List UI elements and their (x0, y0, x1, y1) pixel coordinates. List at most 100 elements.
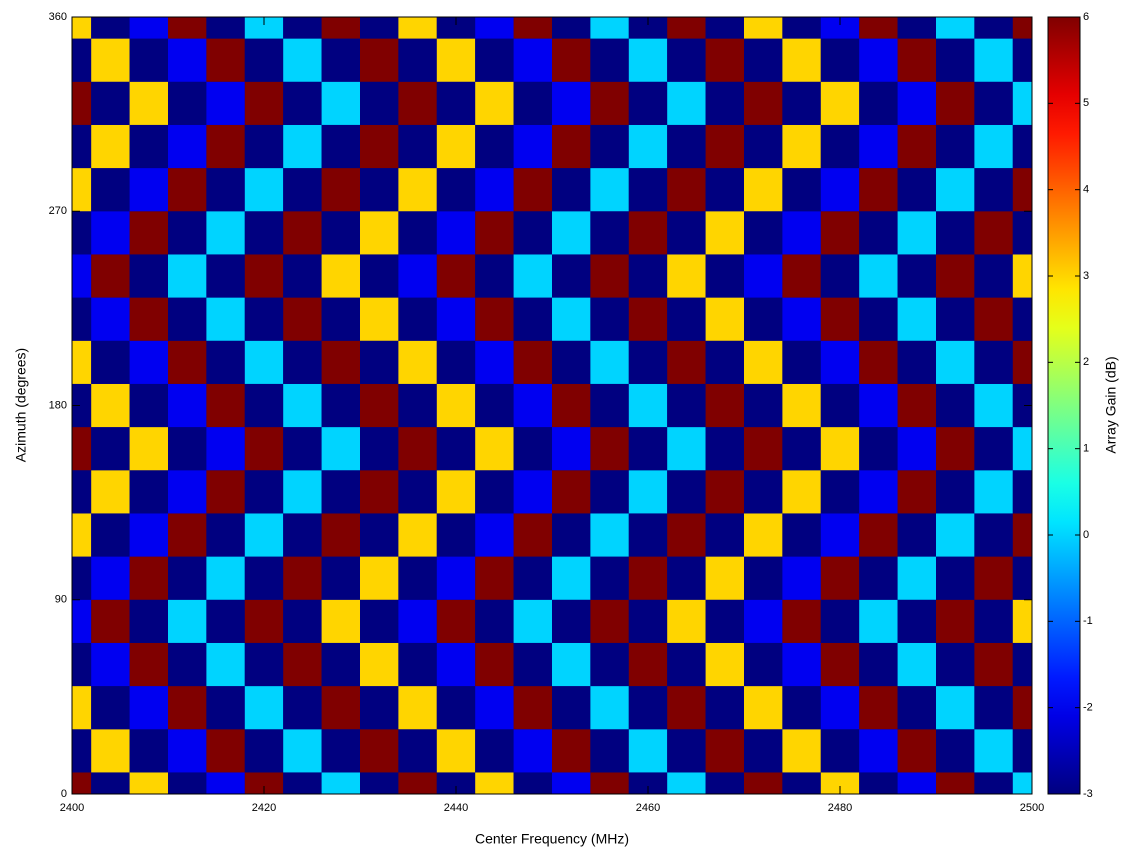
heat-cell (129, 124, 168, 169)
heat-cell (398, 81, 437, 125)
heat-cell (321, 297, 360, 341)
heat-cell (72, 427, 92, 471)
heat-cell (475, 686, 514, 730)
heat-cell (129, 211, 168, 255)
heat-cell (590, 81, 629, 125)
heat-cell (782, 340, 821, 384)
heat-cell (936, 383, 975, 428)
heat-cell (667, 81, 706, 125)
heat-cell (820, 38, 860, 82)
heat-cell (552, 17, 591, 39)
heat-cell (91, 686, 130, 730)
heat-cell (283, 513, 322, 557)
heat-cell (475, 427, 514, 471)
heat-cell (206, 427, 245, 471)
heat-cell (859, 729, 898, 773)
heat-cell (513, 81, 552, 125)
heat-cell (936, 254, 975, 298)
heat-cell (936, 38, 975, 82)
heat-cell (206, 729, 245, 773)
heat-cell (974, 642, 1013, 687)
heat-cell (168, 38, 207, 82)
heat-cell (782, 297, 821, 341)
heat-cell (667, 513, 706, 557)
heat-cell (244, 124, 284, 169)
heat-cell (782, 729, 821, 773)
heat-cell (168, 254, 207, 298)
heat-cell (705, 513, 744, 557)
heat-cell (667, 729, 706, 773)
heat-cell (1012, 383, 1032, 428)
heat-cell (705, 686, 744, 730)
heat-cell (936, 124, 975, 169)
heat-cell (398, 38, 437, 82)
heat-cell (321, 17, 360, 39)
heat-cell (129, 254, 168, 298)
y-tick-label: 90 (55, 594, 67, 606)
heat-cell (436, 470, 476, 514)
heat-cell (936, 427, 975, 471)
heat-cell (436, 38, 476, 82)
heat-cell (667, 470, 706, 514)
heat-cell (820, 513, 860, 557)
heat-cell (1012, 297, 1032, 341)
heat-cell (897, 599, 936, 643)
heat-cell (72, 81, 92, 125)
heat-cell (590, 642, 629, 687)
heat-cell (360, 470, 399, 514)
heat-cell (897, 211, 936, 255)
heat-cell (91, 124, 130, 169)
heat-cell (321, 254, 360, 298)
heat-cell (513, 427, 552, 471)
heat-cell (321, 686, 360, 730)
heat-cell (705, 38, 744, 82)
heat-cell (744, 599, 783, 643)
heat-cell (667, 642, 706, 687)
heat-cell (628, 17, 668, 39)
heat-cell (705, 340, 744, 384)
heat-cell (705, 470, 744, 514)
heat-cell (552, 599, 591, 643)
heat-cell (590, 556, 629, 600)
heat-cell (744, 254, 783, 298)
heat-cell (72, 383, 92, 428)
heat-cell (590, 124, 629, 169)
heat-cell (513, 383, 552, 428)
heat-cell (168, 513, 207, 557)
heat-cell (321, 513, 360, 557)
heat-cell (436, 686, 476, 730)
heat-cell (321, 772, 360, 794)
heat-cell (820, 211, 860, 255)
heat-cell (206, 772, 245, 794)
heat-cell (91, 81, 130, 125)
heat-cell (206, 81, 245, 125)
heat-cell (206, 17, 245, 39)
heat-cell (590, 340, 629, 384)
heat-cell (974, 81, 1013, 125)
heat-cell (1012, 642, 1032, 687)
heat-cell (974, 686, 1013, 730)
heat-cell (91, 729, 130, 773)
heat-cell (820, 81, 860, 125)
heat-cell (936, 81, 975, 125)
heat-cell (168, 124, 207, 169)
heat-cell (744, 686, 783, 730)
heat-cell (360, 211, 399, 255)
heat-cell (590, 513, 629, 557)
heat-cell (398, 211, 437, 255)
heat-cell (436, 513, 476, 557)
heat-cell (168, 729, 207, 773)
heat-cell (129, 772, 168, 794)
heat-cell (91, 427, 130, 471)
heat-cell (244, 513, 284, 557)
heat-cell (129, 81, 168, 125)
heat-cell (590, 254, 629, 298)
heat-cell (820, 729, 860, 773)
heat-cell (72, 556, 92, 600)
heat-cell (244, 556, 284, 600)
heat-cell (244, 17, 284, 39)
colorbar-tick-label: 4 (1083, 184, 1089, 196)
heat-cell (859, 81, 898, 125)
heat-cell (168, 556, 207, 600)
